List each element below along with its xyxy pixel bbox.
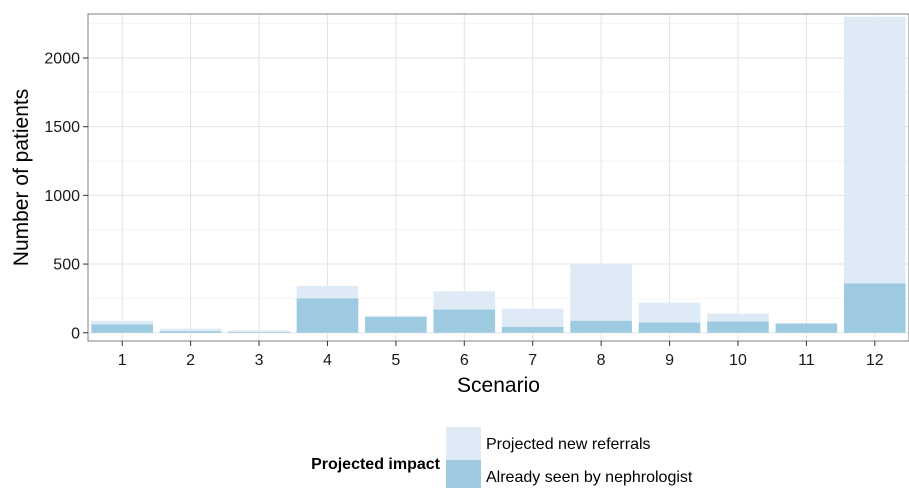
bar-scenario-7-series-0: [501, 326, 564, 333]
y-tick-label: 500: [53, 257, 80, 274]
bar-scenario-11-series-0: [775, 323, 838, 333]
bar-scenario-5-series-0: [365, 316, 427, 333]
x-tick-label: 7: [528, 352, 537, 369]
y-tick-label: 0: [71, 325, 80, 342]
x-axis-title: Scenario: [457, 374, 540, 397]
x-tick-label: 3: [255, 352, 264, 369]
bar-scenario-1-series-0: [91, 324, 153, 333]
bar-scenario-10-series-0: [707, 321, 769, 333]
plot-panel-border: [87, 13, 909, 342]
bar-scenario-12-series-1: [844, 16, 906, 284]
x-tick-label: 4: [323, 352, 332, 369]
y-axis-title: Number of patients: [10, 89, 33, 266]
bar-scenario-8-series-0: [570, 320, 632, 333]
legend: Projected impact Projected new referrals…: [311, 427, 693, 488]
bar-scenario-4-series-1: [296, 285, 359, 299]
legend-swatch: [446, 460, 481, 488]
bar-scenario-12-series-0: [844, 283, 906, 333]
x-tick-label: 11: [798, 352, 815, 369]
x-tick-label: 6: [460, 352, 469, 369]
bar-scenario-8-series-1: [570, 264, 632, 321]
bar-scenario-9-series-0: [638, 322, 701, 333]
x-tick-label: 8: [597, 352, 606, 369]
y-tick-label: 1000: [44, 188, 80, 205]
legend-title: Projected impact: [311, 456, 441, 473]
bar-scenario-4-series-0: [296, 298, 359, 333]
bar-scenario-6-series-0: [433, 309, 496, 333]
bar-scenario-2-series-0: [159, 331, 222, 333]
x-tick-label: 10: [729, 352, 747, 369]
bar-scenario-2-series-1: [159, 328, 222, 332]
bar-scenario-9-series-1: [638, 302, 701, 323]
x-tick-label: 2: [186, 352, 195, 369]
x-tick-label: 5: [391, 352, 400, 369]
legend-label: Already seen by nephrologist: [486, 469, 693, 486]
bar-scenario-3-series-1: [228, 330, 290, 333]
bar-scenario-10-series-1: [707, 313, 769, 322]
legend-label: Projected new referrals: [486, 436, 651, 453]
bar-scenario-3-series-0: [228, 332, 290, 333]
x-tick-label: 1: [118, 352, 127, 369]
x-tick-label: 9: [665, 352, 674, 369]
x-tick-label: 12: [866, 352, 884, 369]
y-tick-label: 1500: [44, 119, 80, 136]
bar-scenario-5-series-1: [365, 315, 427, 317]
x-axis: 1 2 3 4 5 6 7 8 9 10 11 12: [118, 341, 884, 369]
bar-scenario-6-series-1: [433, 291, 496, 310]
legend-swatch: [446, 427, 481, 460]
bar-scenario-1-series-1: [91, 320, 153, 325]
grid-major: [88, 14, 909, 341]
bars: [91, 16, 906, 333]
grid-minor: [88, 23, 909, 299]
y-tick-label: 2000: [44, 50, 80, 67]
y-axis: 0 500 1000 1500 2000: [44, 50, 88, 342]
bar-scenario-7-series-1: [501, 308, 564, 327]
